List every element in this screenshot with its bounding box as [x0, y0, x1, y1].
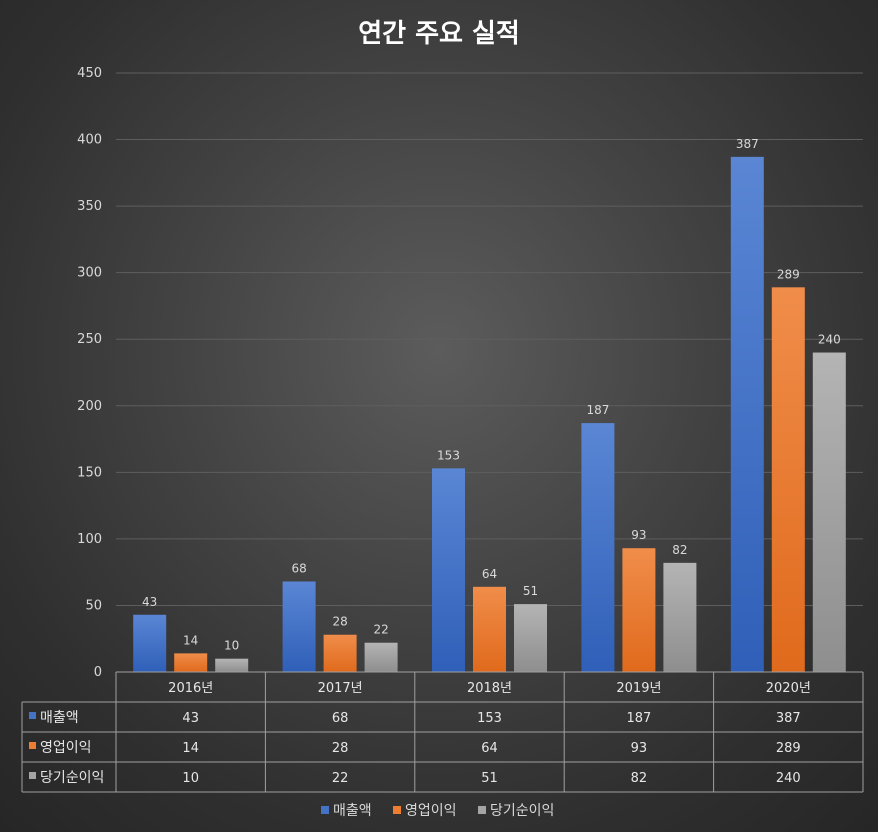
data-label: 68 — [291, 561, 306, 575]
bar-2019년-매출액 — [581, 423, 615, 672]
x-tick-label: 2020년 — [766, 681, 811, 696]
data-labels: 43 14 10 68 28 22 153 64 51 187 93 82 387 289 240 — [142, 137, 841, 653]
data-label: 14 — [183, 633, 198, 647]
y-tick-label: 50 — [85, 598, 102, 613]
data-label: 10 — [224, 639, 239, 653]
table-cell: 28 — [332, 741, 349, 756]
table-cell: 43 — [182, 711, 199, 726]
y-tick-label: 200 — [77, 399, 102, 414]
chart-title: 연간 주요 실적 — [358, 19, 520, 49]
data-label: 22 — [373, 623, 388, 637]
bar-2017년-영업이익 — [323, 634, 357, 672]
table-cell: 10 — [182, 771, 199, 786]
table-series-name: 매출액 — [40, 710, 79, 726]
bar-2018년-매출액 — [432, 468, 465, 672]
bars — [133, 156, 846, 673]
table-cell: 187 — [626, 711, 651, 726]
y-tick-label: 250 — [77, 332, 102, 347]
gridlines — [116, 72, 863, 673]
legend: 매출액 영업이익 당기순이익 — [321, 803, 554, 819]
legend-entry: 매출액 — [333, 803, 372, 819]
table-cell: 387 — [776, 711, 801, 726]
y-tick-label: 0 — [94, 665, 102, 680]
table-cell: 240 — [776, 771, 801, 786]
data-label: 43 — [142, 595, 157, 609]
table-series-key — [29, 742, 36, 749]
table-cell: 68 — [332, 711, 349, 726]
data-label: 387 — [736, 137, 759, 151]
data-label: 187 — [586, 403, 609, 417]
table-cell: 82 — [631, 771, 648, 786]
table-series-key — [29, 772, 36, 779]
data-label: 153 — [437, 448, 460, 462]
data-label: 240 — [818, 333, 841, 347]
y-tick-label: 100 — [77, 532, 102, 547]
bar-2017년-당기순이익 — [364, 642, 398, 672]
x-tick-label: 2016년 — [168, 681, 213, 696]
legend-key — [478, 806, 486, 814]
x-tick-label: 2019년 — [616, 681, 661, 696]
data-label: 51 — [523, 584, 538, 598]
bar-2019년-당기순이익 — [663, 562, 697, 672]
y-axis: 0 50 100 150 200 250 300 350 400 450 — [77, 66, 102, 680]
y-tick-label: 400 — [77, 133, 102, 148]
data-label: 28 — [332, 615, 347, 629]
bar-2020년-매출액 — [730, 156, 764, 673]
bar-2020년-당기순이익 — [812, 352, 846, 672]
bar-2017년-매출액 — [282, 581, 316, 672]
data-label: 64 — [482, 567, 497, 581]
legend-key — [393, 806, 401, 814]
table-cell: 51 — [481, 771, 498, 786]
y-tick-label: 150 — [77, 465, 102, 480]
table-series-name: 당기순이익 — [40, 770, 104, 786]
table-cell: 22 — [332, 771, 349, 786]
y-tick-label: 450 — [77, 66, 102, 81]
data-label: 93 — [631, 528, 646, 542]
y-tick-label: 350 — [77, 199, 102, 214]
legend-key — [321, 806, 329, 814]
x-tick-label: 2017년 — [318, 681, 363, 696]
table-cell: 64 — [481, 741, 498, 756]
bar-2020년-영업이익 — [771, 287, 805, 672]
bar-2018년-당기순이익 — [514, 604, 547, 672]
bar-2016년-영업이익 — [174, 653, 208, 672]
table-series-key — [29, 712, 36, 719]
x-tick-label: 2018년 — [467, 681, 512, 696]
bar-2016년-매출액 — [133, 614, 167, 672]
y-tick-label: 300 — [77, 266, 102, 281]
legend-entry: 영업이익 — [405, 803, 457, 819]
table-cell: 289 — [776, 741, 801, 756]
data-label: 82 — [672, 543, 687, 557]
table-series-name: 영업이익 — [40, 740, 92, 756]
table-cell: 14 — [182, 741, 199, 756]
bar-2018년-영업이익 — [473, 586, 506, 672]
bar-2019년-영업이익 — [622, 548, 656, 672]
data-label: 289 — [777, 267, 800, 281]
table-cell: 153 — [477, 711, 502, 726]
bar-2016년-당기순이익 — [215, 658, 249, 672]
table-cell: 93 — [631, 741, 648, 756]
legend-entry: 당기순이익 — [490, 803, 554, 819]
